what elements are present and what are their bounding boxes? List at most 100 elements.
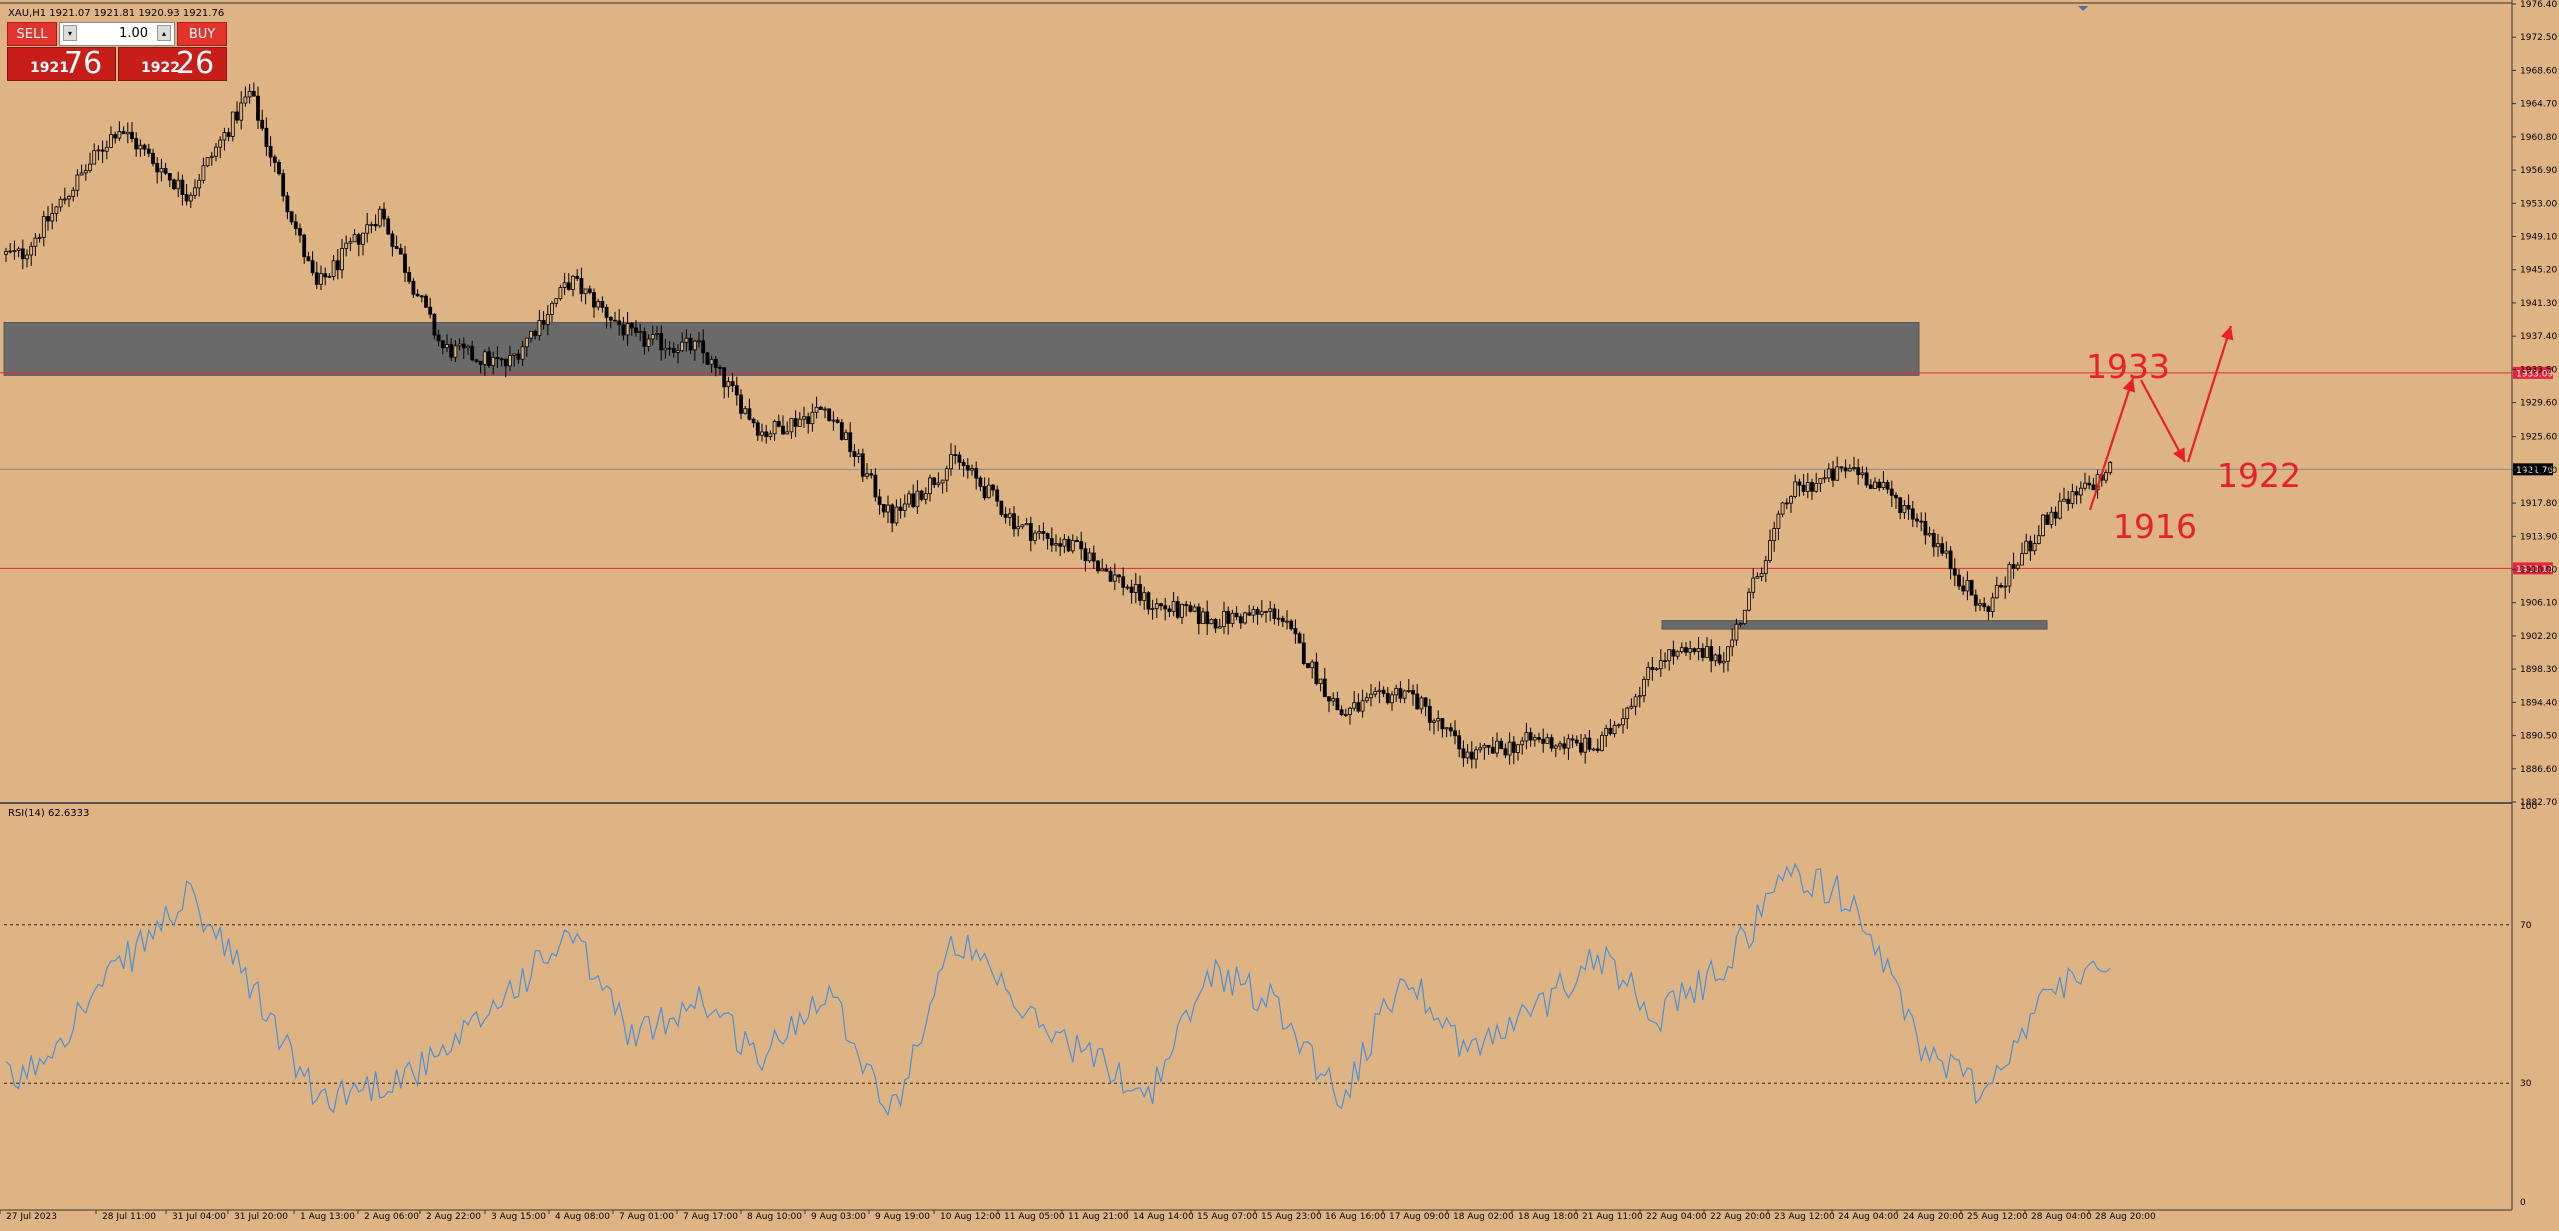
- candle: [1595, 738, 1600, 753]
- candle-body: [302, 234, 307, 258]
- lot-increase-button[interactable]: ▴: [157, 25, 171, 41]
- candle-body: [361, 232, 365, 245]
- candle-body: [1201, 611, 1205, 624]
- candle: [533, 329, 538, 340]
- price-tick-label: 1945.20: [2520, 266, 2557, 276]
- lot-decrease-button[interactable]: ▾: [63, 25, 77, 41]
- time-tick-label: 28 Aug 20:00: [2095, 1212, 2156, 1222]
- candle-body: [37, 236, 42, 239]
- candle-body: [205, 157, 210, 167]
- resistance-line-tag-bg: [2513, 366, 2553, 379]
- candle-body: [411, 280, 416, 295]
- candle: [1520, 736, 1525, 755]
- resistance-zone[interactable]: [3, 322, 1920, 376]
- candle-body: [1978, 603, 1982, 606]
- forecast-arrow-up-2[interactable]: [2186, 325, 2234, 463]
- candle: [1705, 637, 1709, 659]
- candle-body: [1192, 606, 1197, 612]
- candle: [1360, 689, 1365, 718]
- candle: [1230, 609, 1235, 628]
- candle-body: [1700, 648, 1705, 658]
- candle-body: [852, 451, 857, 457]
- candle: [1574, 735, 1579, 747]
- candle: [524, 337, 529, 357]
- candle-body: [377, 208, 382, 227]
- candle: [1721, 651, 1726, 673]
- sell-button[interactable]: SELL: [7, 22, 57, 46]
- candle: [1877, 478, 1882, 492]
- candle-body: [33, 237, 38, 247]
- candle-body: [1415, 693, 1420, 710]
- candle-body: [369, 223, 374, 226]
- candle: [608, 315, 613, 329]
- forecast-arrow-down[interactable]: [2140, 379, 2186, 463]
- candle: [718, 364, 722, 376]
- candle-body: [2020, 553, 2024, 566]
- candle: [1763, 555, 1768, 583]
- candle-body: [260, 119, 265, 129]
- candle: [999, 500, 1004, 517]
- candle: [2062, 487, 2066, 502]
- candle: [1280, 615, 1285, 628]
- candle-body: [986, 484, 991, 499]
- candle-body: [1066, 538, 1071, 552]
- candle: [398, 243, 403, 255]
- candle-body: [1516, 744, 1520, 753]
- candle-body: [550, 302, 554, 315]
- candle-body: [1293, 628, 1298, 635]
- candle: [1910, 501, 1915, 527]
- candle: [285, 192, 290, 220]
- candle: [802, 406, 806, 428]
- candle-body: [1692, 648, 1697, 652]
- candle: [134, 132, 139, 157]
- candle: [1020, 524, 1025, 530]
- rsi-line[interactable]: [5, 862, 2111, 1117]
- candle-body: [1944, 550, 1949, 554]
- candle: [1835, 456, 1840, 481]
- candle-body: [2028, 540, 2033, 552]
- candle: [818, 405, 823, 410]
- candle: [1427, 698, 1432, 731]
- candle: [1986, 605, 1991, 621]
- candle-body: [1709, 646, 1714, 662]
- forecast-arrow-up-1[interactable]: [2088, 377, 2136, 511]
- candle: [155, 156, 160, 184]
- candle-body: [1398, 688, 1403, 699]
- candle: [1146, 591, 1151, 615]
- chart-shift-marker[interactable]: [2078, 6, 2088, 11]
- candle: [781, 415, 785, 435]
- price-tick-label: 1960.80: [2520, 133, 2557, 143]
- candle-body: [697, 340, 701, 343]
- candle-body: [306, 256, 311, 262]
- candle-body: [1448, 727, 1453, 732]
- sell-price-display[interactable]: 1921 76: [7, 47, 116, 81]
- candle-body: [1633, 696, 1638, 707]
- buy-price-display[interactable]: 1922 26: [118, 47, 227, 81]
- time-tick-label: 7 Aug 17:00: [683, 1212, 738, 1222]
- candle-body: [1608, 728, 1613, 735]
- candle-body: [1222, 610, 1226, 628]
- candle-body: [1247, 612, 1252, 616]
- candle: [88, 152, 92, 173]
- candle-body: [1369, 693, 1373, 699]
- candle-body: [1780, 502, 1785, 515]
- buy-button[interactable]: BUY: [177, 22, 227, 46]
- candle-body: [902, 503, 907, 511]
- candle: [474, 359, 479, 363]
- candle-body: [1742, 609, 1747, 625]
- candle: [62, 187, 67, 205]
- lot-size-input[interactable]: 1.00: [59, 22, 175, 46]
- candle: [1952, 558, 1957, 587]
- candle-body: [1432, 720, 1436, 723]
- candle-body: [352, 234, 357, 243]
- candle: [659, 325, 664, 361]
- candle: [310, 251, 315, 276]
- candle-body: [1322, 678, 1327, 698]
- candle-body: [692, 340, 697, 351]
- support-zone[interactable]: [1661, 620, 2048, 630]
- candle-body: [1188, 605, 1193, 612]
- candle: [1411, 684, 1415, 706]
- candle: [1894, 492, 1898, 509]
